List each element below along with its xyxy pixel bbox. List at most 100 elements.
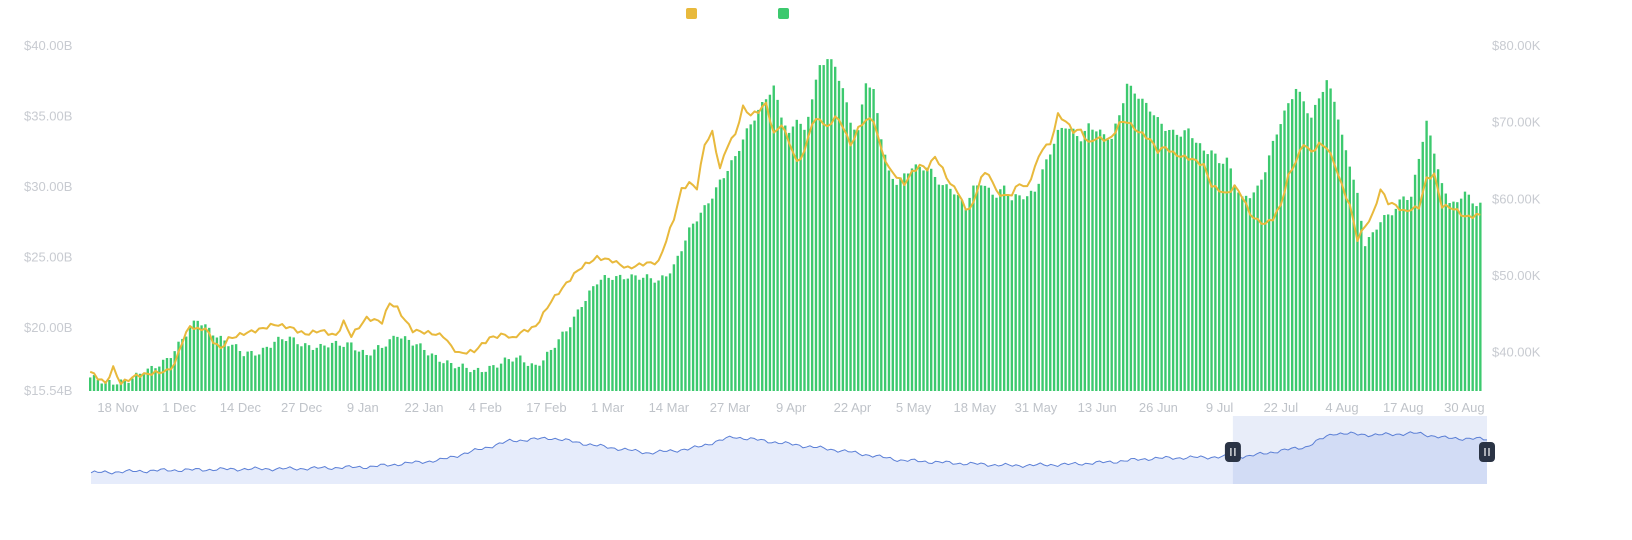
volume-bar <box>142 374 146 391</box>
navigator-area <box>91 431 1487 484</box>
volume-bar <box>1106 139 1110 391</box>
volume-bar <box>1317 98 1321 392</box>
volume-bar <box>123 380 126 391</box>
volume-bar <box>1049 154 1052 391</box>
volume-bar <box>165 358 169 391</box>
volume-bar <box>1471 203 1474 391</box>
volume-bar <box>1256 185 1259 391</box>
volume-bar <box>1041 169 1044 391</box>
volume-bar <box>1390 215 1394 391</box>
volume-bar <box>1214 153 1217 391</box>
volume-bar <box>887 170 891 391</box>
volume-bar <box>1406 200 1409 391</box>
volume-bar <box>576 309 580 391</box>
volume-bar <box>1452 201 1455 391</box>
volume-bar <box>1421 141 1424 391</box>
legend[interactable] <box>686 8 789 19</box>
volume-bar <box>300 346 303 391</box>
price-series-line <box>89 101 1481 386</box>
volume-bar <box>1252 192 1255 391</box>
volume-bar <box>1329 88 1332 391</box>
volume-bar <box>1267 155 1271 391</box>
volume-bar <box>1118 115 1121 391</box>
volume-bar <box>446 360 449 391</box>
volume-bar <box>895 184 898 391</box>
volume-bar <box>1394 208 1398 391</box>
volume-bar <box>92 375 96 391</box>
volume-bar <box>776 99 779 391</box>
volume-bar <box>296 344 299 391</box>
x-tick-label: 13 Jun <box>1078 400 1117 415</box>
volume-bar <box>492 365 495 391</box>
volume-bar <box>334 340 338 391</box>
volume-bar <box>592 286 595 391</box>
volume-bar <box>1302 101 1305 391</box>
volume-bars <box>89 59 1482 392</box>
navigator-handle-right[interactable] <box>1479 442 1495 462</box>
volume-bar <box>1306 113 1309 391</box>
volume-bar <box>411 345 414 391</box>
volume-bar <box>1233 184 1236 391</box>
volume-bar <box>722 178 726 391</box>
volume-bar <box>810 99 814 391</box>
volume-bar <box>588 290 591 391</box>
volume-bar <box>542 360 545 391</box>
volume-bar <box>1210 150 1213 391</box>
x-tick-label: 9 Apr <box>776 400 807 415</box>
y-left-tick-label: $40.00B <box>24 38 72 53</box>
volume-bar <box>657 280 660 391</box>
volume-bar <box>711 198 714 391</box>
volume-bar <box>791 126 795 391</box>
volume-bar <box>618 274 622 391</box>
volume-bar <box>1229 168 1232 391</box>
volume-bar <box>837 80 841 392</box>
volume-bar <box>1383 215 1386 391</box>
volume-bar <box>857 130 860 391</box>
volume-bar <box>607 277 610 391</box>
volume-bar <box>476 367 480 391</box>
volume-bar <box>626 278 630 391</box>
volume-bar <box>261 347 265 391</box>
volume-bar <box>438 361 441 391</box>
volume-bar <box>1479 202 1482 391</box>
volume-bar <box>906 173 910 391</box>
volume-bar <box>1102 134 1106 392</box>
volume-bar <box>1444 193 1447 391</box>
volume-bar <box>246 351 249 391</box>
navigator-handle-left[interactable] <box>1224 442 1241 462</box>
volume-bar <box>1072 128 1075 391</box>
volume-bar <box>373 349 376 391</box>
volume-bar <box>211 335 215 391</box>
volume-bar <box>849 122 852 392</box>
x-tick-label: 1 Dec <box>162 400 196 415</box>
volume-bar <box>423 349 426 391</box>
volume-bar <box>1110 138 1113 391</box>
volume-bar <box>1091 129 1094 391</box>
navigator-selection[interactable] <box>1232 416 1487 484</box>
volume-bar <box>1386 214 1390 391</box>
volume-bar <box>257 354 261 391</box>
x-tick-label: 4 Aug <box>1325 400 1358 415</box>
volume-bar <box>1290 99 1294 392</box>
volume-bar <box>338 345 341 391</box>
volume-bar <box>672 264 676 391</box>
range-navigator[interactable] <box>90 416 1495 484</box>
volume-bar <box>288 336 292 391</box>
volume-bar <box>265 346 269 391</box>
volume-bar <box>1160 123 1163 391</box>
volume-bar <box>131 378 134 391</box>
volume-bar <box>645 274 649 391</box>
volume-bar <box>196 320 199 391</box>
volume-bar <box>534 364 537 391</box>
volume-bar <box>933 176 937 391</box>
x-tick-label: 17 Feb <box>526 400 566 415</box>
volume-bar <box>522 362 526 391</box>
volume-bar <box>158 366 161 391</box>
volume-bar <box>242 356 245 391</box>
y-axis-right: $80.00K $70.00K $60.00K $50.00K $40.00K <box>1492 38 1541 360</box>
volume-bar <box>315 347 318 391</box>
volume-bar <box>384 346 388 391</box>
volume-bar <box>1202 150 1206 391</box>
handle-grip <box>1224 442 1241 462</box>
volume-bar <box>1237 192 1240 391</box>
